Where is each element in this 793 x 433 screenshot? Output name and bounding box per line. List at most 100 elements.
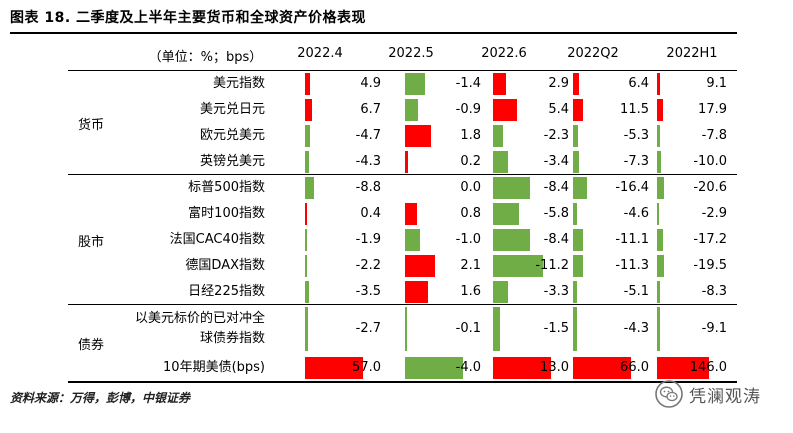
value-cell: 146.0 bbox=[657, 355, 731, 381]
value-cell: 1.6 bbox=[405, 279, 485, 305]
value-cell: -10.0 bbox=[657, 149, 731, 175]
cell-value: 13.0 bbox=[540, 360, 569, 375]
negative-bar bbox=[493, 307, 500, 351]
value-cell: -20.6 bbox=[657, 175, 731, 201]
table-rule bbox=[68, 174, 737, 175]
negative-bar bbox=[405, 229, 420, 251]
cell-value: -1.5 bbox=[543, 321, 569, 336]
row-label: 以美元标价的已对冲全球债券指数 bbox=[135, 311, 266, 346]
positive-bar bbox=[573, 357, 631, 379]
positive-bar bbox=[657, 99, 664, 121]
cell-value: 1.6 bbox=[460, 284, 481, 299]
cell-value: -1.4 bbox=[455, 76, 481, 91]
cell-value: -1.0 bbox=[455, 232, 481, 247]
value-cell: -1.5 bbox=[493, 305, 573, 353]
value-cell: 6.7 bbox=[305, 97, 385, 123]
row-label: 美元兑日元 bbox=[199, 102, 265, 117]
cell-value: -7.8 bbox=[701, 128, 727, 143]
cell-value: -5.8 bbox=[543, 206, 569, 221]
cell-value: -9.1 bbox=[701, 321, 727, 336]
negative-bar bbox=[657, 125, 660, 147]
value-cell: -2.9 bbox=[657, 201, 731, 227]
value-cell: 9.1 bbox=[657, 71, 731, 97]
table-rule bbox=[68, 304, 737, 305]
negative-bar bbox=[573, 177, 588, 199]
table-rule bbox=[68, 70, 737, 71]
cell-value: 17.9 bbox=[698, 102, 727, 117]
negative-bar bbox=[573, 281, 578, 303]
negative-bar bbox=[657, 307, 661, 351]
value-cell: -8.8 bbox=[305, 175, 385, 201]
watermark: 凭澜观涛 bbox=[655, 380, 761, 408]
cell-value: -7.3 bbox=[623, 154, 649, 169]
cell-value: 0.2 bbox=[460, 154, 481, 169]
value-cell: -0.9 bbox=[405, 97, 485, 123]
cell-value: 0.0 bbox=[460, 180, 481, 195]
cell-value: 4.9 bbox=[360, 76, 381, 91]
value-cell: -3.4 bbox=[493, 149, 573, 175]
unit-label: （单位：%；bps） bbox=[148, 50, 263, 65]
negative-bar bbox=[493, 255, 543, 277]
cell-value: -2.2 bbox=[355, 258, 381, 273]
cell-value: -4.0 bbox=[455, 360, 481, 375]
cell-value: -11.2 bbox=[535, 258, 569, 273]
positive-bar bbox=[305, 99, 312, 121]
value-cell: 2.9 bbox=[493, 71, 573, 97]
value-cell: -16.4 bbox=[573, 175, 653, 201]
value-cell: 0.2 bbox=[405, 149, 485, 175]
positive-bar bbox=[573, 99, 584, 121]
negative-bar bbox=[657, 203, 659, 225]
value-cell: -1.9 bbox=[305, 227, 385, 253]
negative-bar bbox=[305, 255, 308, 277]
negative-bar bbox=[305, 151, 310, 173]
negative-bar bbox=[305, 177, 314, 199]
value-cell: -2.2 bbox=[305, 253, 385, 279]
positive-bar bbox=[305, 357, 363, 379]
column-header: 2022.4 bbox=[297, 46, 343, 61]
source-note: 资料来源：万得，彭博，中银证券 bbox=[10, 391, 191, 405]
negative-bar bbox=[573, 229, 583, 251]
cell-value: 6.7 bbox=[360, 102, 381, 117]
negative-bar bbox=[493, 125, 504, 147]
value-cell: -8.3 bbox=[657, 279, 731, 305]
value-cell: 57.0 bbox=[305, 355, 385, 381]
value-cell: -11.3 bbox=[573, 253, 653, 279]
value-cell: -1.4 bbox=[405, 71, 485, 97]
row-label: 10年期美债(bps) bbox=[163, 360, 265, 375]
value-cell: -11.1 bbox=[573, 227, 653, 253]
value-cell: -8.4 bbox=[493, 175, 573, 201]
cell-value: 2.9 bbox=[548, 76, 569, 91]
row-label: 日经225指数 bbox=[188, 284, 265, 299]
positive-bar bbox=[493, 99, 518, 121]
cell-value: -19.5 bbox=[693, 258, 727, 273]
negative-bar bbox=[493, 281, 508, 303]
cell-value: 146.0 bbox=[689, 360, 727, 375]
row-label: 英镑兑美元 bbox=[199, 154, 265, 169]
cell-value: -8.4 bbox=[543, 180, 569, 195]
value-cell: -7.8 bbox=[657, 123, 731, 149]
cell-value: 2.1 bbox=[460, 258, 481, 273]
watermark-text: 凭澜观涛 bbox=[689, 386, 761, 407]
negative-bar bbox=[405, 307, 407, 351]
cell-value: -2.7 bbox=[355, 321, 381, 336]
value-cell: -5.3 bbox=[573, 123, 653, 149]
cell-value: 9.1 bbox=[706, 76, 727, 91]
positive-bar bbox=[657, 73, 661, 95]
cell-value: 0.8 bbox=[460, 206, 481, 221]
negative-bar bbox=[657, 229, 664, 251]
row-label: 美元指数 bbox=[212, 76, 265, 91]
cell-value: -5.3 bbox=[623, 128, 649, 143]
value-cell: -1.0 bbox=[405, 227, 485, 253]
column-header: 2022.6 bbox=[481, 46, 527, 61]
value-cell: 0.8 bbox=[405, 201, 485, 227]
positive-bar bbox=[305, 73, 310, 95]
cell-value: -3.5 bbox=[355, 284, 381, 299]
cell-value: -16.4 bbox=[615, 180, 649, 195]
row-label: 法国CAC40指数 bbox=[169, 232, 265, 247]
cell-value: -4.3 bbox=[623, 321, 649, 336]
value-cell: 17.9 bbox=[657, 97, 731, 123]
positive-bar bbox=[405, 281, 429, 303]
negative-bar bbox=[573, 203, 578, 225]
group-label: 货币 bbox=[78, 118, 105, 133]
